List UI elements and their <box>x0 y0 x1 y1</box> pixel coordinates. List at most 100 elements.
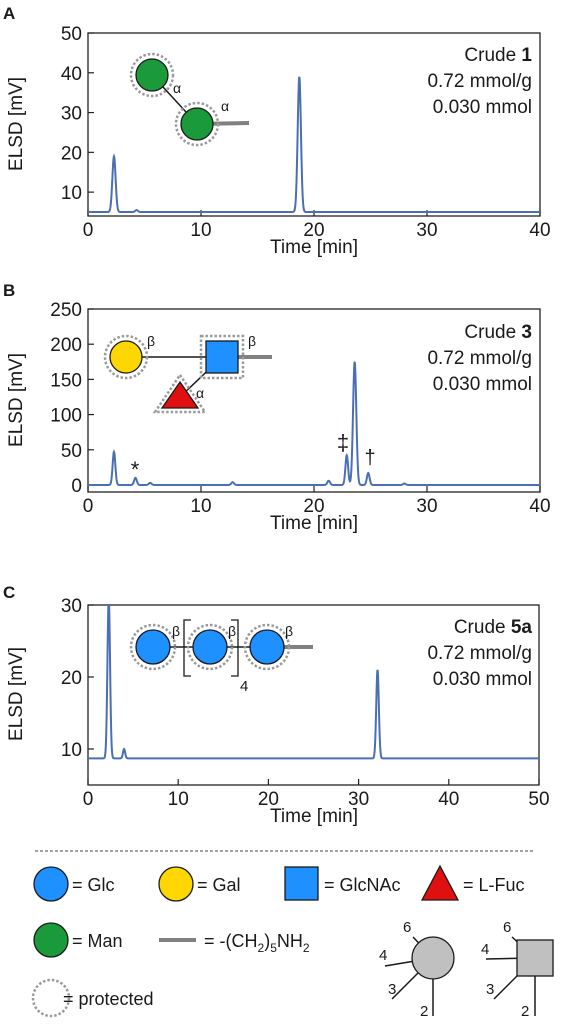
panel-letter-b: B <box>3 281 15 300</box>
x-tick-label: 10 <box>190 496 211 517</box>
x-tick-label: 30 <box>416 496 437 517</box>
amount-c: 0.030 mmol <box>433 669 532 690</box>
y-tick-label: 20 <box>61 668 82 689</box>
position-label: 3 <box>486 981 494 998</box>
glc-protected-ring <box>186 623 234 671</box>
peak-annotation-dagger: † <box>364 447 375 469</box>
crude-label-a: Crude 1 <box>464 45 532 66</box>
linkage-label: α <box>173 80 181 96</box>
loading-c: 0.72 mmol/g <box>427 643 532 664</box>
linkage-label: β <box>172 623 180 639</box>
y-tick-label: 10 <box>61 740 82 761</box>
repeat-bracket-left <box>183 619 191 677</box>
man-legend-icon <box>33 922 69 958</box>
plot-frame-c <box>87 604 540 786</box>
man-protected-ring <box>129 52 175 98</box>
y-tick-label: 40 <box>61 64 82 85</box>
linkage-label: β <box>147 333 155 349</box>
glc-protected-ring <box>243 623 291 671</box>
glc-residue-icon <box>249 629 285 665</box>
position-label: 3 <box>388 981 396 998</box>
x-axis-label-b: Time [min] <box>270 513 358 534</box>
axes-b: 0 10 20 30 40 0 50 100 150 200 250 <box>50 300 550 517</box>
position-label: 2 <box>521 1003 529 1020</box>
x-tick-label: 10 <box>190 220 211 241</box>
x-tick-label: 20 <box>258 789 279 810</box>
x-tick-label: 0 <box>83 220 94 241</box>
peak-annotation-asterisk: * <box>131 457 140 482</box>
legend-glcnac: = GlcNAc <box>324 875 401 895</box>
glcnac-legend-icon <box>284 866 319 901</box>
x-tick-label: 40 <box>529 496 550 517</box>
gal-legend-icon <box>158 866 194 902</box>
x-tick-label: 30 <box>416 220 437 241</box>
y-tick-label: 0 <box>71 476 82 497</box>
y-tick-label: 250 <box>50 300 82 321</box>
chromatogram-trace-b <box>88 361 540 486</box>
y-tick-label: 50 <box>61 24 82 45</box>
panel-c: C 0 10 20 30 40 50 10 20 30 ELSD [mV] Time [min]… <box>3 583 550 827</box>
y-tick-label: 50 <box>61 441 82 462</box>
y-tick-label: 30 <box>61 596 82 617</box>
y-tick-label: 20 <box>61 143 82 164</box>
position-label: 4 <box>379 947 387 964</box>
position-label: 4 <box>481 941 489 958</box>
axes-c: 0 10 20 30 40 50 10 20 30 <box>61 596 550 810</box>
gal-protected-ring <box>103 334 149 380</box>
crude-label-b: Crude 3 <box>464 322 532 343</box>
position-label: 2 <box>420 1003 428 1020</box>
x-tick-label: 20 <box>303 496 324 517</box>
linkage-label: α <box>196 385 204 401</box>
x-tick-label: 40 <box>529 220 550 241</box>
legend-fuc: = L-Fuc <box>463 875 525 895</box>
y-tick-label: 100 <box>50 406 82 427</box>
glc-legend-icon <box>33 866 69 902</box>
y-tick-label: 30 <box>61 104 82 125</box>
position-label: 6 <box>503 919 511 936</box>
y-axis-label-c: ELSD [mV] <box>6 647 27 741</box>
y-axis-label-b: ELSD [mV] <box>6 353 27 447</box>
linkage-label: α <box>221 98 229 114</box>
chromatogram-trace-c <box>88 604 539 760</box>
x-axis-label-c: Time [min] <box>270 806 358 827</box>
man-residue-icon <box>135 58 169 92</box>
glycan-structure-c: β β β 4 <box>129 619 313 695</box>
legend-protected: = protected <box>63 989 154 1009</box>
panel-letter-c: C <box>3 583 15 602</box>
x-tick-label: 50 <box>528 789 549 810</box>
peak-annotation-double-dagger: ‡ <box>337 430 349 455</box>
x-tick-label: 20 <box>303 220 324 241</box>
symbol-legend: = Glc = Gal = GlcNAc = L-Fuc = Man = -(C… <box>31 864 554 1020</box>
fuc-protected-ring <box>152 372 208 414</box>
x-axis-label-a: Time [min] <box>270 237 358 258</box>
linkage-label: β <box>228 623 236 639</box>
loading-b: 0.72 mmol/g <box>427 348 532 369</box>
x-tick-label: 0 <box>83 496 94 517</box>
y-tick-label: 10 <box>61 183 82 204</box>
legend-man: = Man <box>72 931 123 951</box>
crude-label-c: Crude 5a <box>454 617 533 638</box>
loading-a: 0.72 mmol/g <box>427 71 532 92</box>
panel-letter-a: A <box>3 4 15 23</box>
x-tick-label: 0 <box>83 789 94 810</box>
x-tick-label: 30 <box>348 789 369 810</box>
panel-b: B 0 10 20 30 40 0 50 100 150 200 250 ELSD [mV] Tim… <box>3 281 551 534</box>
amount-a: 0.030 mmol <box>433 97 532 118</box>
amount-b: 0.030 mmol <box>433 374 532 395</box>
x-tick-label: 10 <box>168 789 189 810</box>
man-protected-ring <box>174 101 220 147</box>
linkage-label: β <box>248 333 256 349</box>
chromatogram-trace-a <box>88 76 540 214</box>
glycan-structure-b: β β α <box>103 333 272 414</box>
glc-residue-icon <box>135 629 171 665</box>
man-residue-icon <box>180 107 214 141</box>
fuc-legend-icon <box>420 864 460 901</box>
glcnac-protected-ring <box>199 334 245 380</box>
glcnac-residue-icon <box>205 340 239 374</box>
position-diagram-square: 6 4 3 2 <box>481 919 554 1020</box>
y-tick-label: 200 <box>50 335 82 356</box>
legend-linker: = -(CH2)5NH2 <box>204 931 310 955</box>
fuc-residue-icon <box>160 380 200 409</box>
